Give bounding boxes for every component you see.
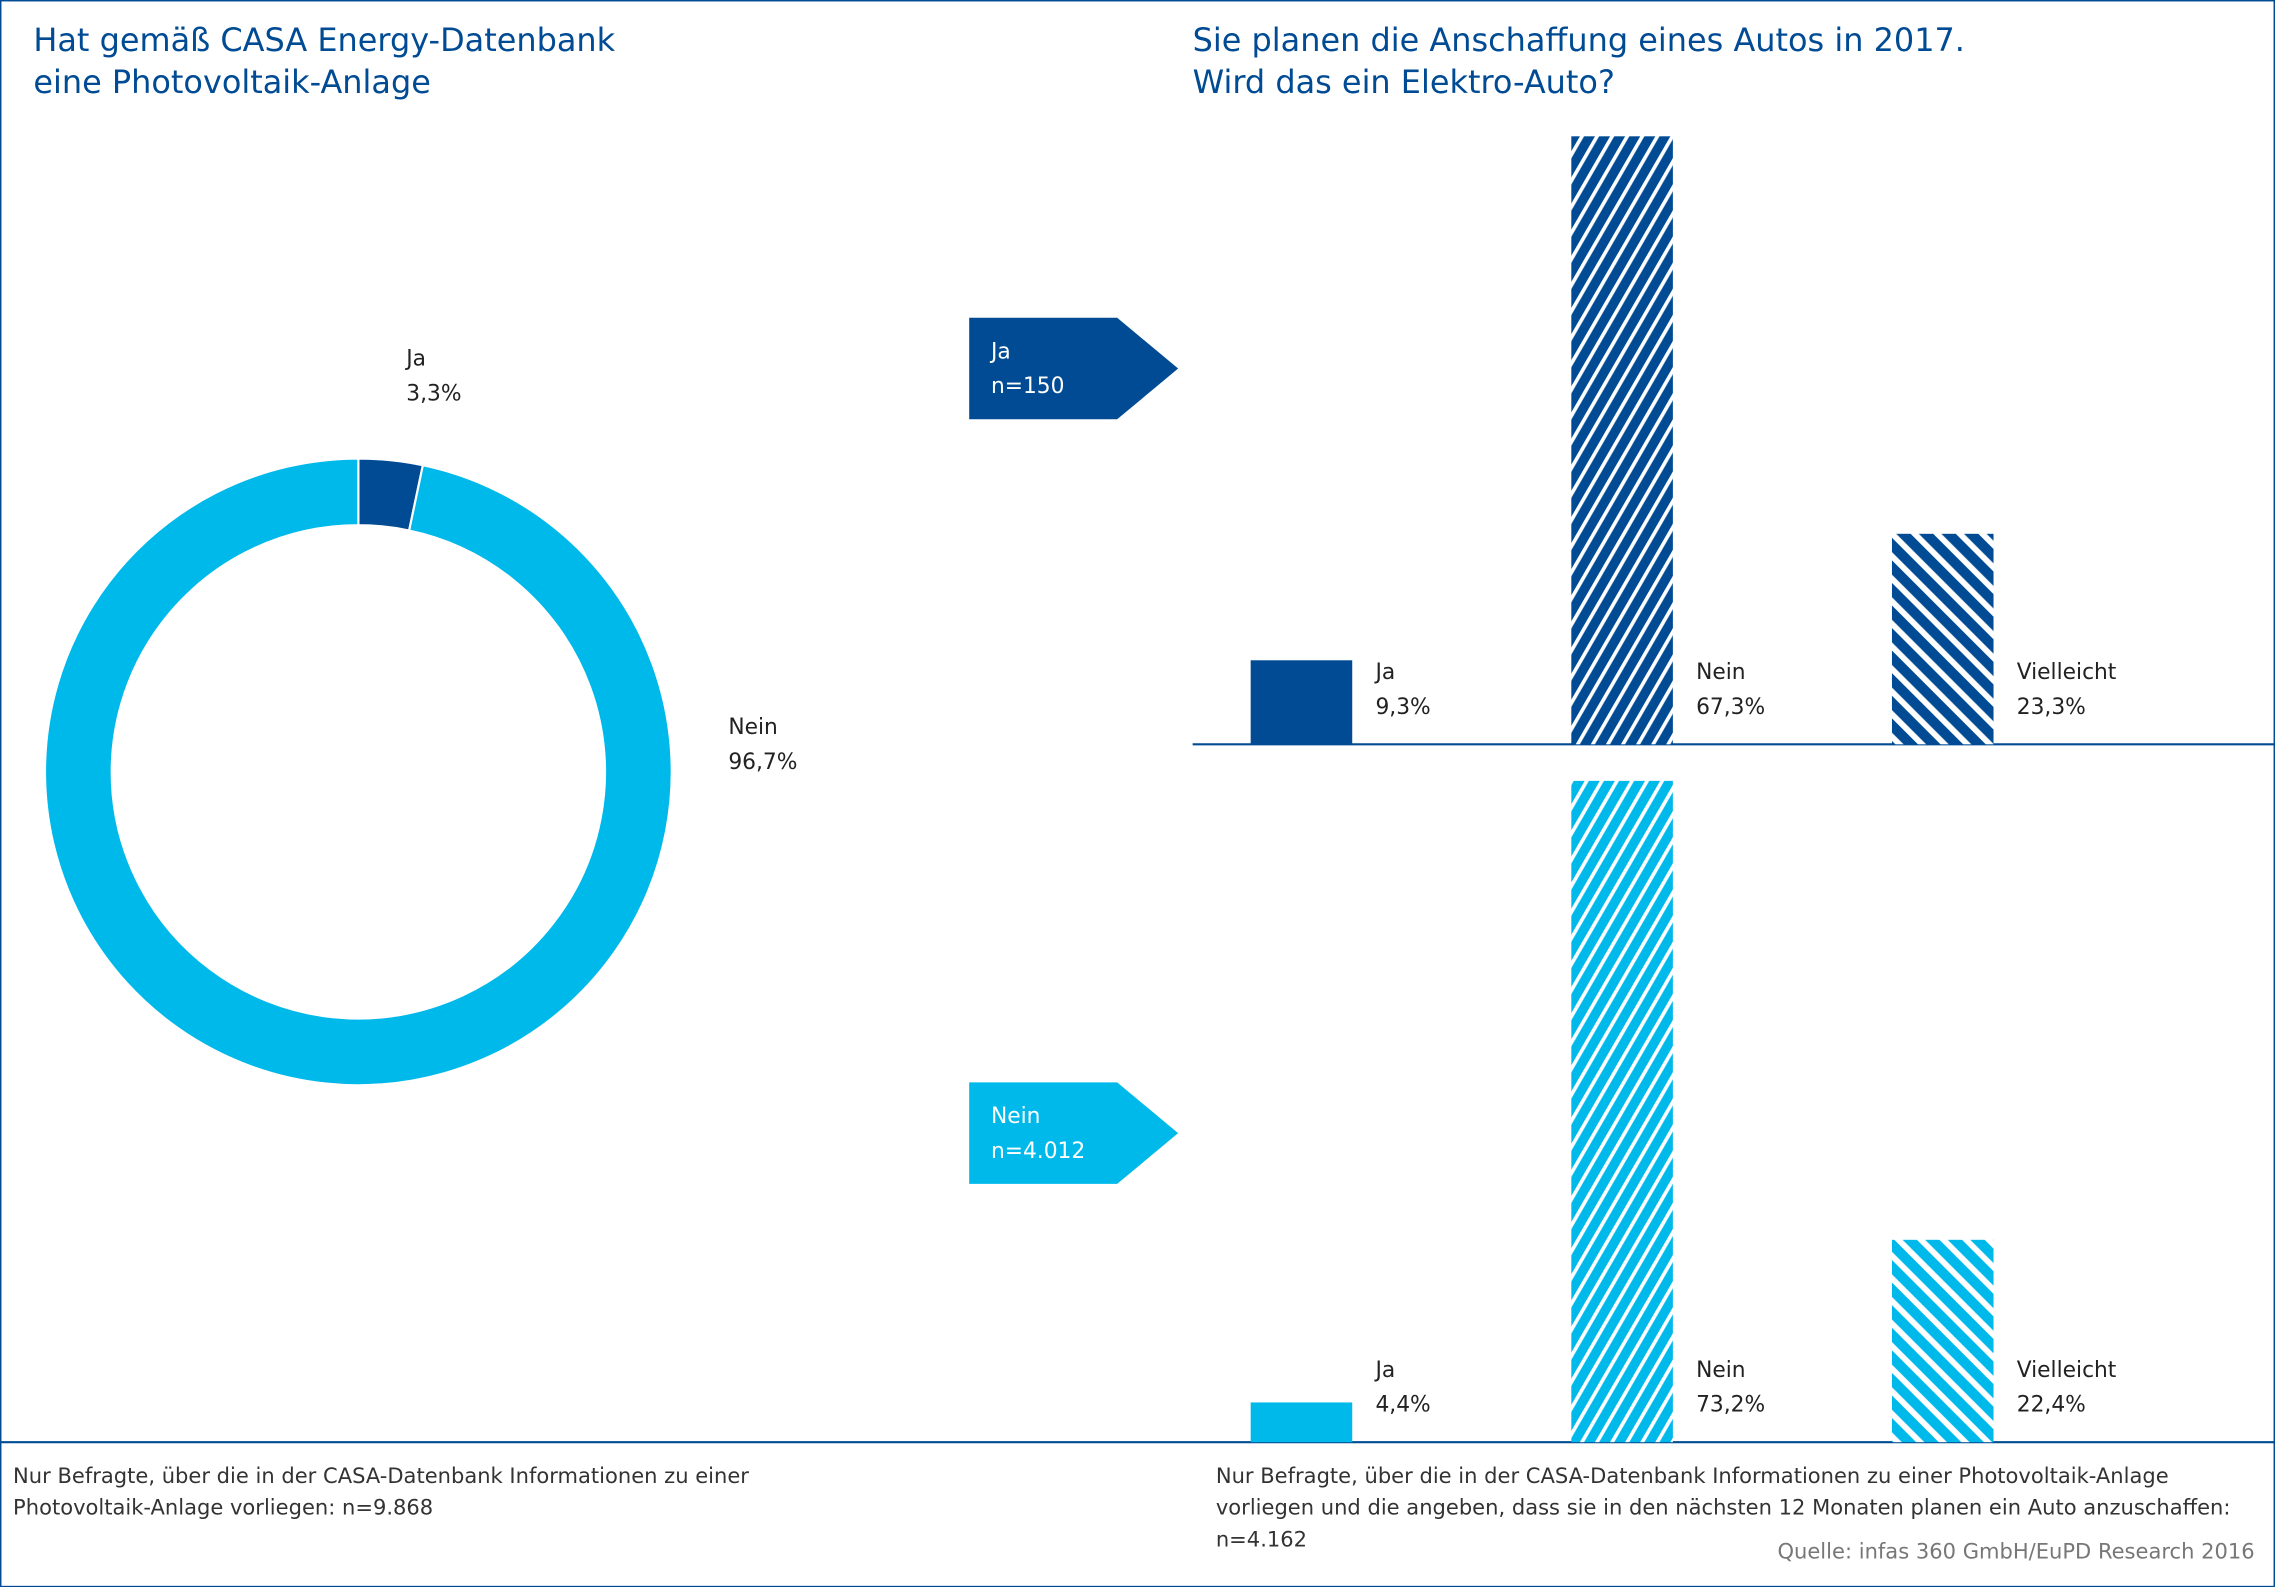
value-label: 9,3% (1375, 695, 1430, 720)
bar-category: Vielleicht (2017, 1358, 2117, 1383)
value-label: 22,4% (2017, 1393, 2086, 1418)
bar-category: Ja (1373, 660, 1395, 685)
chart-title: Sie planen die Anschaffung eines Autos i… (1192, 23, 1965, 102)
source: Quelle: infas 360 GmbH/EuPD Research 201… (1777, 1540, 2255, 1565)
bar (1571, 780, 1673, 1443)
bar-category: Nein (1696, 1358, 1745, 1383)
group-label: Ja (989, 339, 1011, 364)
value-label: 67,3% (1696, 695, 1765, 720)
value-label: 3,3% (406, 381, 461, 406)
bar (1571, 136, 1673, 745)
group-badge (969, 1082, 1179, 1184)
bar (1891, 1239, 1994, 1443)
bar (1891, 533, 1994, 745)
group-n: n=4.012 (991, 1139, 1085, 1164)
value-label: 96,7% (728, 750, 797, 775)
bar-category: Vielleicht (2017, 660, 2117, 685)
value-label: 73,2% (1696, 1393, 1765, 1418)
group-label: Nein (991, 1104, 1040, 1129)
bar-category: Nein (1696, 660, 1745, 685)
value-label: 4,4% (1375, 1393, 1430, 1418)
segment-label: Ja (404, 347, 426, 372)
bar-category: Ja (1373, 1358, 1395, 1383)
footnote: Nur Befragte, über die in der CASA-Daten… (1215, 1465, 2231, 1553)
chart-title: Hat gemäß CASA Energy-Datenbank eine Pho… (33, 23, 616, 102)
value-label: 23,3% (2017, 695, 2086, 720)
segment-label: Nein (728, 715, 777, 740)
group-n: n=150 (991, 374, 1065, 399)
footnote: Nur Befragte, über die in der CASA-Daten… (13, 1465, 749, 1521)
group-badge (969, 317, 1179, 420)
bar (1250, 1402, 1353, 1443)
bar (1250, 660, 1353, 745)
pie-segment (43, 457, 673, 1087)
